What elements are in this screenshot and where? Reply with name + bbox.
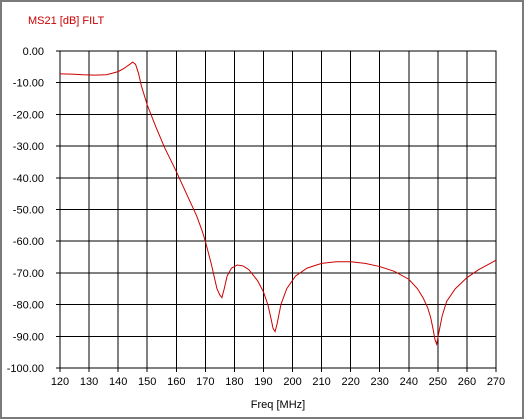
y-tick-label: -10.00 [13, 78, 44, 90]
y-tick-label: -80.00 [13, 300, 44, 312]
x-tick-label: 200 [283, 376, 301, 388]
y-tick-label: -60.00 [13, 236, 44, 248]
chart-title: MS21 [dB] FILT [28, 15, 104, 27]
x-tick-label: 150 [138, 376, 156, 388]
grid-lines [59, 50, 497, 369]
x-tick-label: 230 [371, 376, 389, 388]
y-tick-label: -40.00 [13, 173, 44, 185]
x-tick-label: 190 [254, 376, 272, 388]
x-tick-label: 250 [429, 376, 447, 388]
x-tick-label: 140 [109, 376, 127, 388]
y-tick-label: -90.00 [13, 331, 44, 343]
x-axis-ticks: 120 130 140 150 160 170 180 190 200 210 220 230 240 2… [51, 368, 505, 388]
x-axis-label: Freq [MHz] [251, 399, 305, 411]
x-tick-label: 160 [167, 376, 185, 388]
y-tick-label: -50.00 [13, 205, 44, 217]
y-tick-label: -100.00 [7, 363, 44, 375]
x-tick-label: 270 [487, 376, 505, 388]
y-tick-label: 0.00 [23, 46, 44, 58]
x-tick-label: 180 [225, 376, 243, 388]
x-tick-label: 240 [400, 376, 418, 388]
x-tick-label: 220 [341, 376, 359, 388]
x-tick-label: 210 [312, 376, 330, 388]
x-tick-label: 120 [51, 376, 69, 388]
y-tick-label: -30.00 [13, 141, 44, 153]
x-tick-label: 130 [80, 376, 98, 388]
y-axis-ticks: 0.00 -10.00 -20.00 -30.00 -40.00 -50.00 -60.00… [7, 46, 60, 375]
x-tick-label: 170 [196, 376, 214, 388]
y-tick-label: -70.00 [13, 268, 44, 280]
x-tick-label: 260 [458, 376, 476, 388]
series-line [59, 61, 497, 347]
y-tick-label: -20.00 [13, 109, 44, 121]
